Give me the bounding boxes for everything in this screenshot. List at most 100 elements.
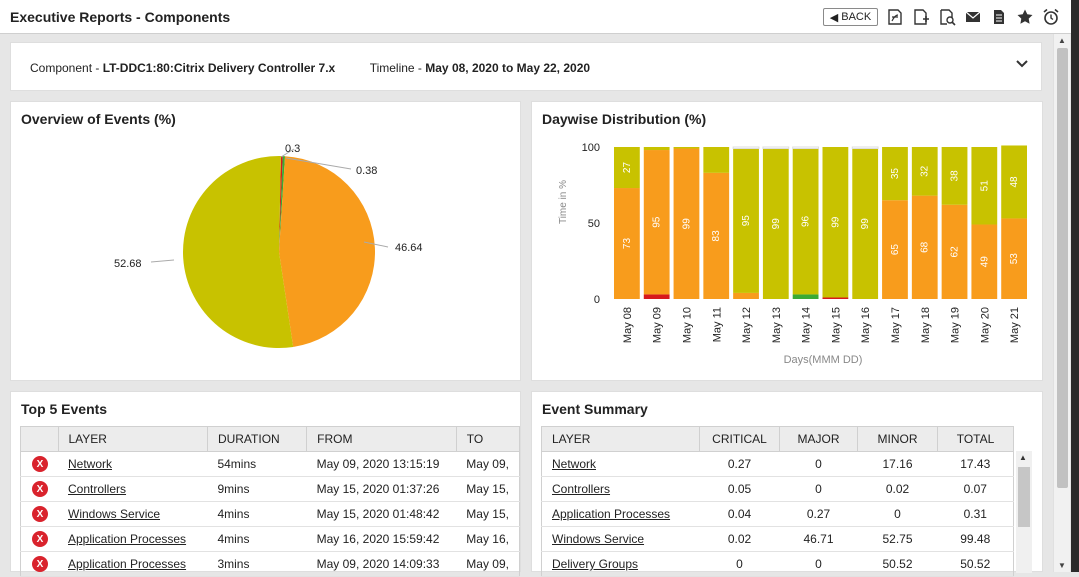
- bar-segment[interactable]: [792, 294, 819, 299]
- summary-title: Event Summary: [542, 401, 648, 417]
- bar-segment[interactable]: [733, 292, 759, 299]
- summary-total: 0.31: [937, 501, 1014, 527]
- y-axis-label: Time in %: [558, 180, 569, 224]
- bar-data-label: 99: [771, 218, 782, 230]
- scroll-up-icon[interactable]: ▲: [1058, 36, 1066, 45]
- summary-layer-link[interactable]: Network: [552, 457, 597, 471]
- summary-scroll-thumb[interactable]: [1018, 467, 1030, 527]
- bar-segment[interactable]: [792, 148, 819, 295]
- event-duration: 9mins: [207, 476, 307, 502]
- bar-segment[interactable]: [971, 224, 998, 299]
- summary-col-critical[interactable]: CRITICAL: [699, 426, 780, 452]
- window-edge: [1071, 0, 1079, 572]
- summary-col-total[interactable]: TOTAL: [937, 426, 1014, 452]
- event-from: May 16, 2020 15:59:42: [306, 526, 457, 552]
- events-col-from[interactable]: FROM: [306, 426, 457, 452]
- event-layer-link[interactable]: Application Processes: [68, 532, 187, 546]
- bar-segment[interactable]: [822, 297, 849, 299]
- events-col-duration[interactable]: DURATION: [206, 426, 308, 452]
- star-icon[interactable]: [1015, 7, 1035, 27]
- y-tick-label: 50: [588, 218, 600, 230]
- bar-segment[interactable]: [941, 204, 968, 299]
- search-report-icon[interactable]: [937, 7, 957, 27]
- pie-slice[interactable]: [279, 156, 376, 347]
- pie-slice[interactable]: [279, 156, 286, 252]
- bar-segment[interactable]: [643, 150, 670, 295]
- pie-leader-line: [280, 148, 295, 158]
- bar-segment[interactable]: [643, 147, 670, 151]
- bar-segment[interactable]: [673, 148, 700, 299]
- component-value: LT-DDC1:80:Citrix Delivery Controller 7.…: [102, 61, 336, 75]
- summary-total: 99.48: [937, 526, 1014, 552]
- pie-leader-line: [285, 157, 352, 170]
- alarm-icon[interactable]: [1041, 7, 1061, 27]
- scroll-down-icon[interactable]: ▼: [1058, 561, 1066, 570]
- event-layer-link[interactable]: Application Processes: [68, 557, 187, 571]
- summary-total: 0.07: [937, 476, 1014, 502]
- summary-critical: 0.05: [699, 476, 780, 502]
- bar-segment[interactable]: [732, 146, 760, 150]
- table-row: X Windows Service 4mins May 15, 2020 01:…: [20, 501, 520, 527]
- bar-segment[interactable]: [643, 294, 670, 299]
- bar-segment[interactable]: [1001, 145, 1027, 219]
- bar-segment[interactable]: [851, 146, 879, 150]
- summary-layer-link[interactable]: Windows Service: [552, 532, 645, 546]
- bar-segment[interactable]: [703, 147, 730, 173]
- event-layer-link[interactable]: Windows Service: [68, 507, 161, 521]
- summary-layer-link[interactable]: Delivery Groups: [552, 557, 639, 571]
- report-icon[interactable]: [989, 7, 1009, 27]
- bar-segment[interactable]: [941, 147, 968, 205]
- back-arrow-icon: ◀: [829, 11, 839, 24]
- event-layer-link[interactable]: Controllers: [68, 482, 127, 496]
- y-tick-label: 100: [582, 142, 600, 154]
- events-col-layer[interactable]: LAYER: [57, 426, 208, 452]
- bar-segment[interactable]: [882, 200, 908, 299]
- bar-segment[interactable]: [733, 148, 759, 293]
- pie-slice[interactable]: [182, 156, 294, 348]
- bar-segment[interactable]: [911, 195, 938, 299]
- component-label: Component -: [30, 61, 103, 75]
- pie-slice[interactable]: [279, 156, 283, 252]
- x-tick-label: May 15: [830, 307, 842, 343]
- event-layer-link[interactable]: Network: [68, 457, 113, 471]
- summary-layer-link[interactable]: Application Processes: [552, 507, 671, 521]
- summary-major: 46.71: [779, 526, 858, 552]
- bar-segment[interactable]: [614, 188, 640, 299]
- add-document-icon[interactable]: [911, 7, 931, 27]
- bar-data-label: 99: [830, 216, 841, 228]
- summary-col-minor[interactable]: MINOR: [857, 426, 938, 452]
- bar-segment[interactable]: [703, 172, 730, 299]
- bar-segment[interactable]: [911, 147, 938, 196]
- bar-segment[interactable]: [971, 147, 998, 225]
- summary-col-major[interactable]: MAJOR: [779, 426, 858, 452]
- table-row: X Network 54mins May 09, 2020 13:15:19 M…: [20, 451, 520, 477]
- back-button[interactable]: ◀ BACK: [823, 8, 878, 26]
- bar-data-label: 99: [860, 218, 871, 230]
- scroll-up-icon[interactable]: ▲: [1019, 453, 1027, 462]
- chevron-down-icon[interactable]: [1015, 57, 1029, 71]
- event-to: May 09,: [456, 451, 520, 477]
- bar-segment[interactable]: [762, 148, 789, 299]
- summary-minor: 0.02: [857, 476, 938, 502]
- bar-segment[interactable]: [822, 147, 849, 298]
- bar-segment[interactable]: [1001, 218, 1027, 299]
- pie-label: 0.3: [285, 143, 300, 155]
- pdf-export-icon[interactable]: [885, 7, 905, 27]
- bar-segment[interactable]: [852, 148, 879, 299]
- bar-segment[interactable]: [792, 146, 820, 150]
- page-scrollbar[interactable]: ▲ ▼: [1053, 34, 1070, 572]
- bar-chart: Time in % Days(MMM DD) 0 50 100 73 27 May 08 9…: [558, 142, 1027, 366]
- event-to: May 15,: [456, 476, 520, 502]
- bar-segment[interactable]: [614, 147, 640, 189]
- summary-scrollbar[interactable]: ▲: [1016, 451, 1032, 573]
- x-tick-label: May 16: [860, 307, 872, 343]
- bar-segment[interactable]: [882, 147, 908, 201]
- events-col-to[interactable]: TO: [455, 426, 521, 452]
- summary-col-layer[interactable]: LAYER: [541, 426, 700, 452]
- page-scroll-thumb[interactable]: [1057, 48, 1068, 488]
- mail-icon[interactable]: [963, 7, 983, 27]
- bar-segment[interactable]: [762, 146, 790, 150]
- summary-layer-link[interactable]: Controllers: [552, 482, 611, 496]
- bar-segment[interactable]: [673, 147, 700, 149]
- report-info-panel: Component - LT-DDC1:80:Citrix Delivery C…: [10, 42, 1042, 91]
